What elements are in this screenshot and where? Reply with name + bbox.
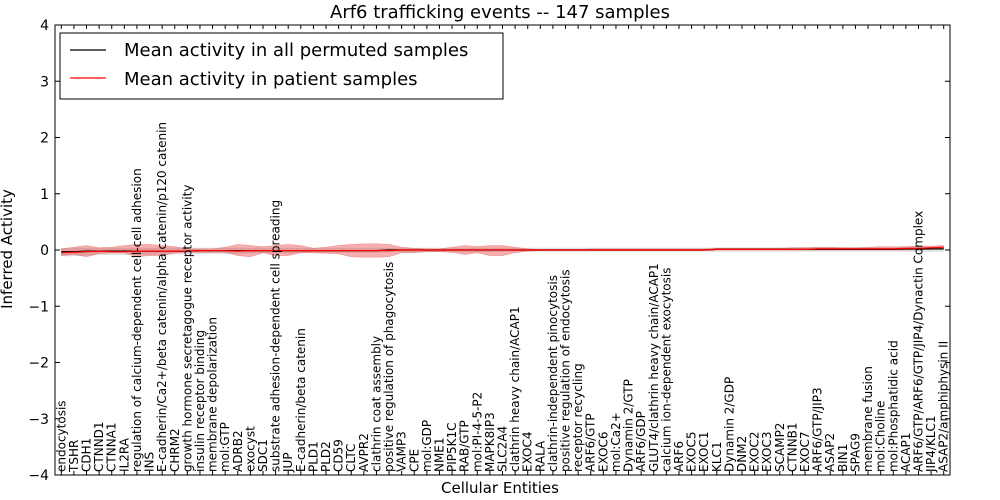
category-label: CLTC (344, 444, 358, 472)
category-label: calcium ion-dependent exocytosis (659, 268, 673, 473)
category-label: INS (143, 452, 157, 472)
category-label: insulin receptor binding (193, 330, 207, 472)
category-label: E-cadherin/Ca2+/beta catenin/alpha caten… (155, 122, 169, 472)
category-label: JUP (281, 452, 295, 473)
category-label: clathrin heavy chain/ACAP1 (508, 306, 522, 472)
chart-title: Arf6 trafficking events -- 147 samples (330, 2, 670, 23)
category-label: mol:GDP (420, 420, 434, 472)
category-label: Dynamin 2/GDP (722, 377, 736, 472)
category-label: positive regulation of endocytosis (559, 269, 573, 472)
category-label: ARF6/GDP (634, 411, 648, 472)
category-label: EXOC4 (521, 431, 535, 472)
category-label: RALA (533, 440, 547, 472)
category-label: membrane fusion (861, 366, 875, 472)
category-label: CTNNA1 (105, 422, 119, 472)
category-label: mol:Ca2+ (609, 412, 623, 472)
category-label: NME1 (433, 437, 447, 472)
category-label: CHRM2 (168, 428, 182, 472)
category-label: GLUT4/clathrin heavy chain/ACAP1 (647, 263, 661, 472)
category-label: SLC2A4 (496, 426, 510, 472)
category-label: KLC1 (710, 441, 724, 472)
category-label: positive regulation of phagocytosis (382, 262, 396, 472)
y-tick-label: 3 (40, 74, 49, 90)
category-label: ADRB2 (231, 430, 245, 472)
y-tick-label: 2 (40, 131, 49, 147)
y-axis-label: Inferred Activity (0, 189, 16, 309)
category-label: BIN1 (836, 444, 850, 472)
category-label: CTNND1 (92, 421, 106, 472)
x-axis-label: Cellular Entities (441, 479, 559, 497)
category-label: MAPK8IP3 (483, 412, 497, 472)
category-label: EXOC3 (760, 431, 774, 472)
y-tick-label: −3 (28, 412, 49, 428)
category-label: TSHR (67, 440, 81, 473)
category-label: DNM2 (735, 436, 749, 472)
category-label: mol:Choline (874, 401, 888, 472)
category-label: PIP5K1C (445, 422, 459, 472)
y-tick-label: 0 (40, 243, 49, 259)
category-labels: endocytosisTSHRCDH1CTNND1CTNNA1IL2RAregu… (54, 122, 950, 473)
category-label: growth hormone secretagogue receptor act… (180, 185, 194, 472)
category-label: EXOC1 (697, 432, 711, 473)
legend-label-permuted: Mean activity in all permuted samples (124, 40, 468, 61)
legend-label-patient: Mean activity in patient samples (124, 69, 418, 90)
category-label: VAMP3 (395, 431, 409, 472)
category-label: AVPR2 (357, 433, 371, 472)
category-label: Dynamin 2/GTP (622, 379, 636, 472)
category-label: CTNNB1 (785, 422, 799, 472)
category-label: mol:PI-4-5-P2 (470, 392, 484, 472)
category-label: regulation of calcium-dependent cell-cel… (130, 168, 144, 472)
category-label: clathrin coat assembly (369, 336, 383, 472)
y-axis-ticks: −4 −3 −2 −1 0 1 2 3 4 (28, 18, 950, 484)
category-label: ASAP2 (823, 433, 837, 472)
y-tick-label: −1 (28, 299, 49, 315)
series-lines (61, 246, 944, 254)
category-label: exocyst (243, 426, 257, 472)
category-label: IL2RA (117, 437, 131, 472)
category-label: ARF6/GTP/JIP3 (811, 387, 825, 472)
category-label: mol:GTP (218, 422, 232, 472)
category-label: membrane depolarization (206, 317, 220, 472)
y-tick-label: 4 (40, 18, 49, 34)
category-label: EXOC6 (596, 431, 610, 472)
legend-box (59, 32, 504, 100)
category-label: CDH1 (80, 438, 94, 472)
category-label: EXOC2 (748, 431, 762, 472)
category-label: ACAP1 (899, 433, 913, 472)
category-label: SCAMP2 (773, 423, 787, 472)
category-label: EXOC7 (798, 431, 812, 472)
y-tick-label: 1 (40, 187, 49, 203)
category-label: ARF6/GTP/ARF6/GTP/JIP4/Dynactin Complex (912, 211, 926, 472)
patient-line (61, 246, 944, 254)
category-label: receptor recycling (571, 363, 585, 472)
category-label: ASAP2/amphiphysin II (937, 341, 951, 472)
category-label: endocytosis (54, 400, 68, 472)
y-tick-label: −4 (28, 468, 49, 484)
legend: Mean activity in all permuted samples Me… (59, 32, 504, 100)
category-label: PLD1 (306, 441, 320, 472)
category-label: CD59 (332, 439, 346, 472)
category-label: JIP4/KLC1 (924, 415, 938, 473)
category-label: EXOC5 (685, 432, 699, 473)
category-label: ARF6/GTP (584, 413, 598, 472)
category-label: mol:Phosphatidic acid (886, 340, 900, 472)
category-label: clathrin-independent pinocytosis (546, 275, 560, 472)
category-label: RAB/GTP (458, 420, 472, 472)
category-label: E-cadherin/beta catenin (294, 328, 308, 472)
category-label: ARF6 (672, 441, 686, 472)
category-label: CPE (407, 449, 421, 472)
category-label: SPAG9 (849, 433, 863, 472)
category-label: PLD2 (319, 441, 333, 472)
x-axis-ticks (60, 25, 945, 475)
category-label: substrate adhesion-dependent cell spread… (269, 200, 283, 472)
y-tick-label: −2 (28, 356, 49, 372)
category-label: SDC1 (256, 439, 270, 472)
